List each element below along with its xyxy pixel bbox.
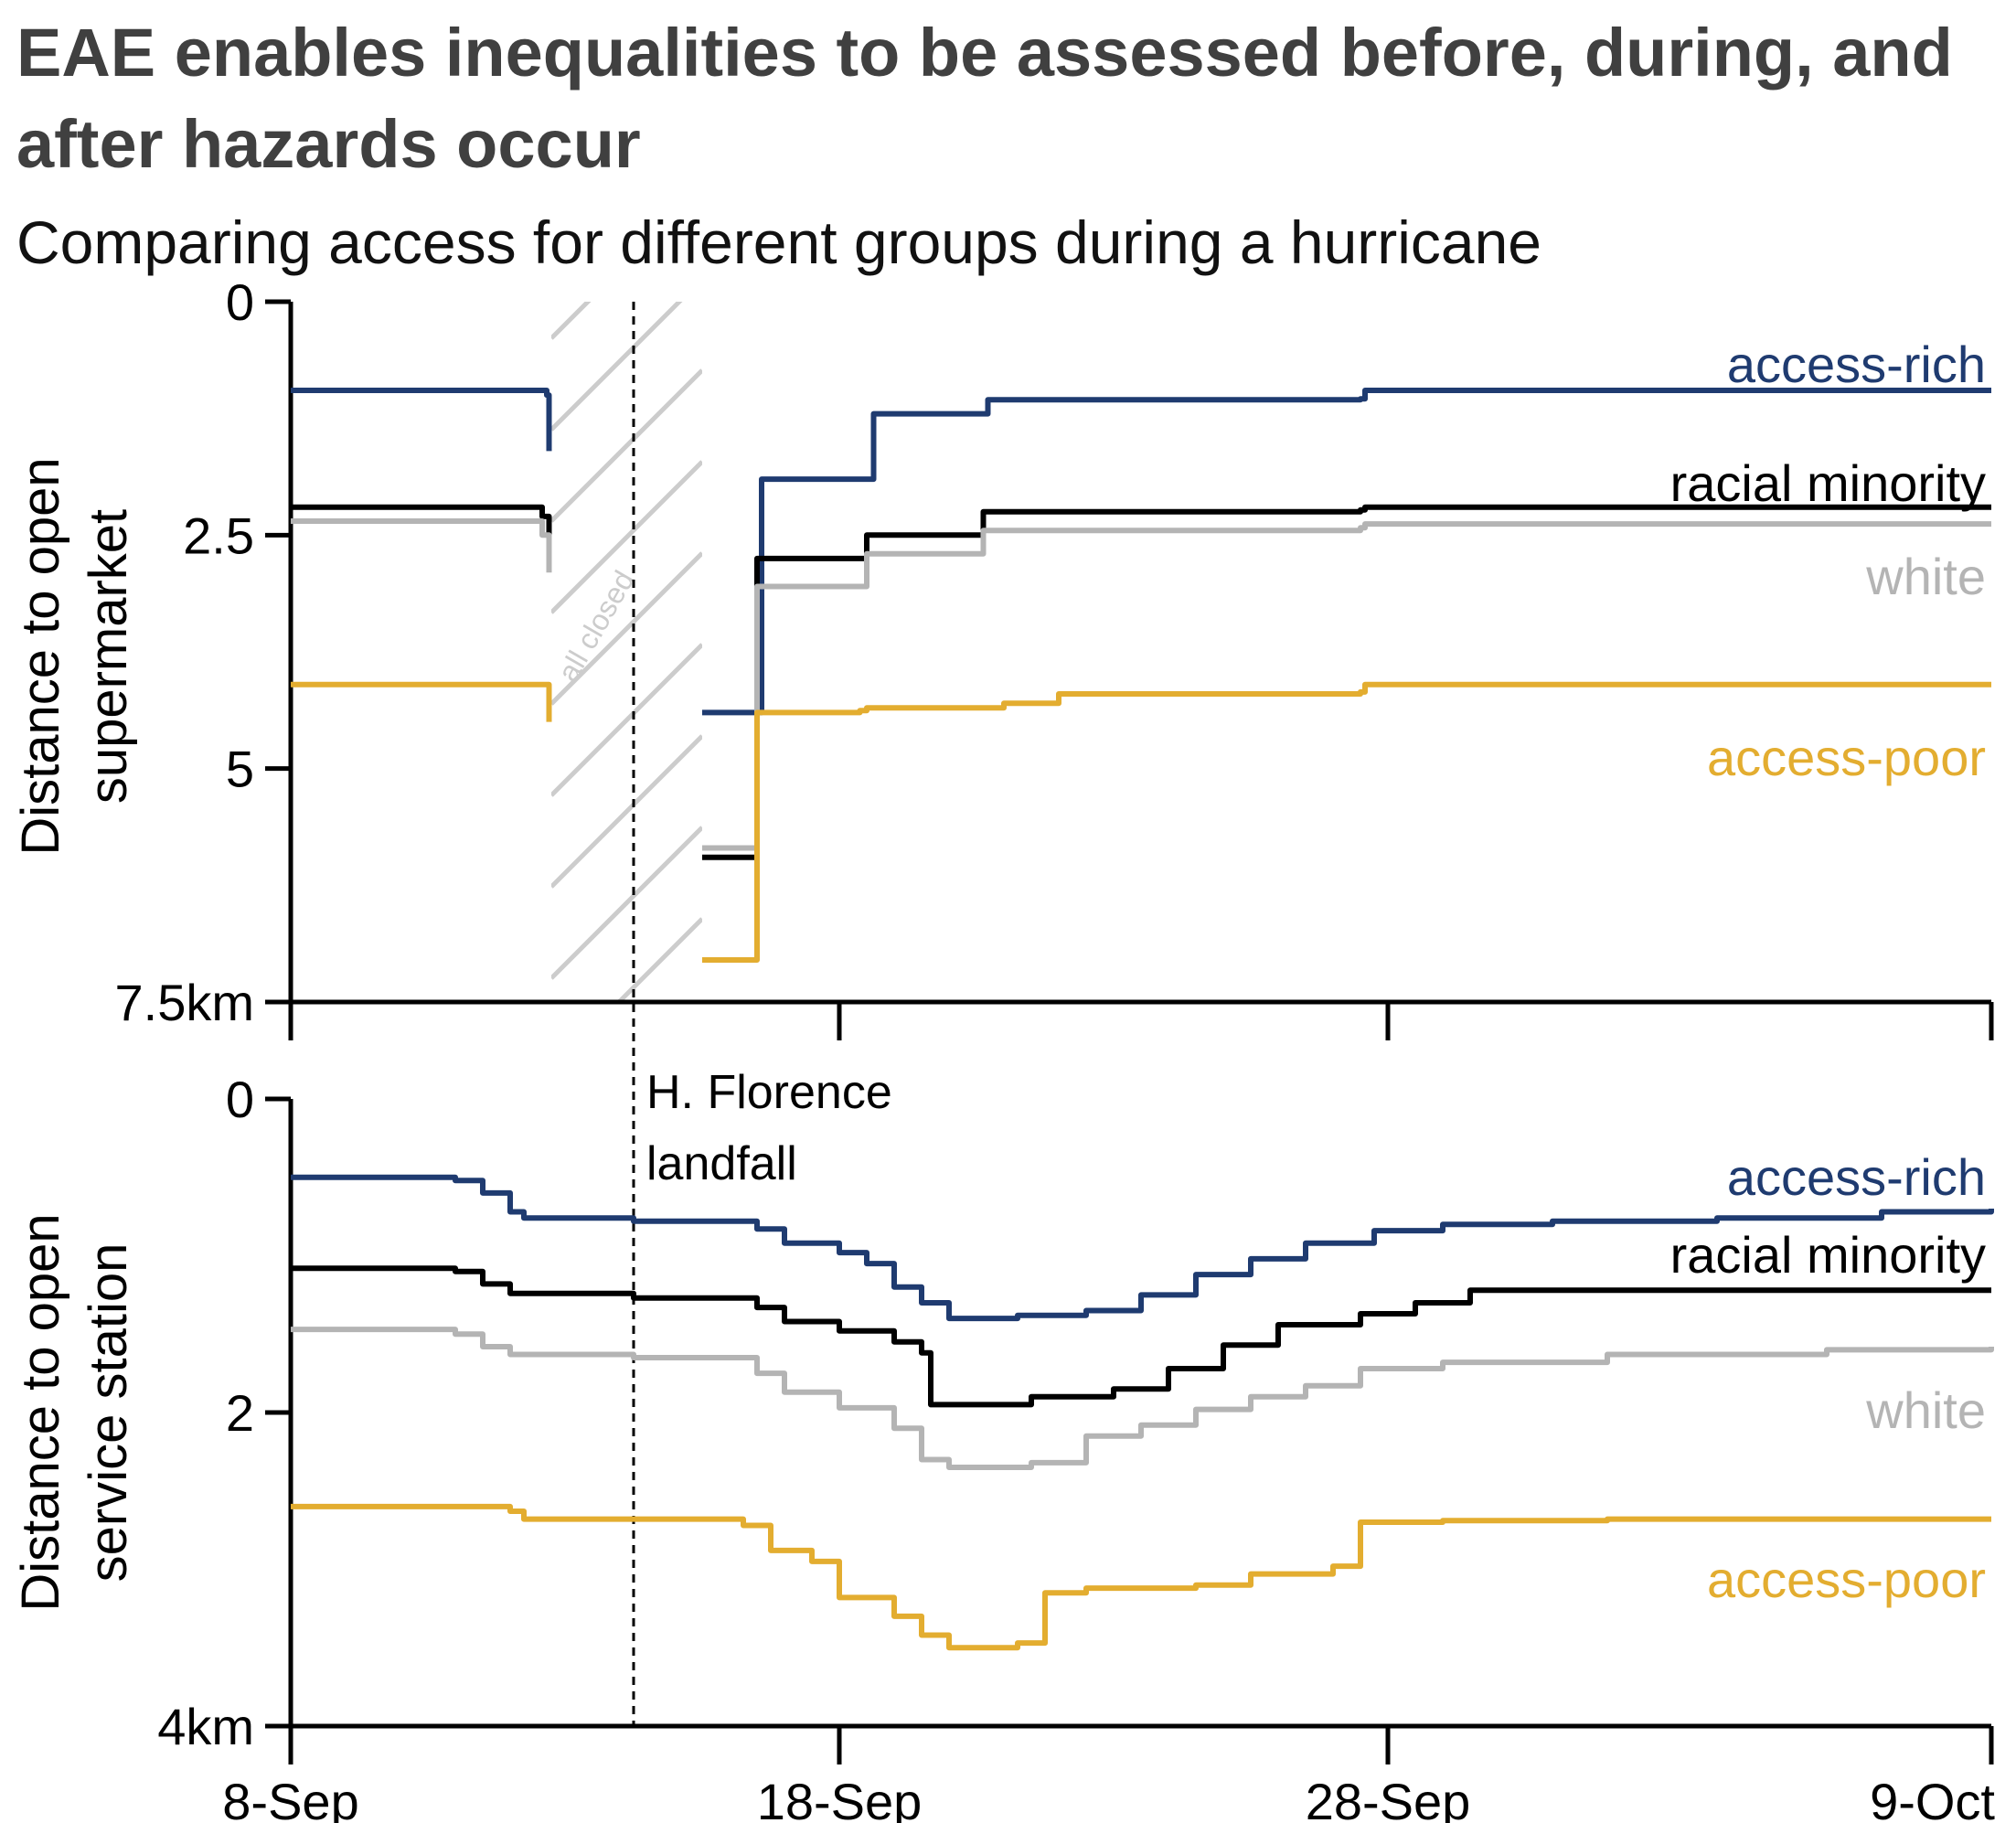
series-top <box>291 388 1991 963</box>
hatch-line-8 <box>615 917 702 1002</box>
hatch-line-6 <box>551 734 702 889</box>
x-tick-label-2: 28-Sep <box>1306 1773 1471 1823</box>
hatch-line-3 <box>551 460 702 614</box>
y-ticks-bottom: 0 2 4km <box>157 1071 291 1755</box>
x-tick-label-0: 8-Sep <box>222 1773 358 1823</box>
chart-title: EAE enables inequalities to be assessed … <box>16 15 1953 182</box>
y-tick-label-top-3: 7.5km <box>115 974 255 1031</box>
y-axis-label-top-line2: supermarket <box>79 509 138 804</box>
landfall-annotation-line1: H. Florence <box>646 1066 892 1119</box>
y-tick-label-top-2: 5 <box>226 741 254 798</box>
x-tick-label-1: 18-Sep <box>757 1773 923 1823</box>
series-line-top-access-poor-1 <box>702 681 1991 963</box>
y-axis-label-bottom-line2: service station <box>79 1243 138 1583</box>
series-line-bottom-access-poor-0 <box>291 1503 1991 1651</box>
hatch-line-0 <box>551 302 592 340</box>
series-line-bottom-white-0 <box>291 1327 1994 1470</box>
y-ticks-top: 0 2.5 5 7.5km <box>115 273 291 1031</box>
x-ticks-top <box>288 1002 1994 1040</box>
y-tick-label-bottom-1: 2 <box>226 1384 254 1442</box>
series-bottom <box>291 1174 1994 1651</box>
hatch-line-1 <box>551 302 683 432</box>
y-tick-label-top-1: 2.5 <box>183 506 254 564</box>
legend-label-access-poor-top: access-poor <box>1707 729 1986 786</box>
hatch-line-4 <box>551 551 702 706</box>
panel-supermarket: all closed 02.557.5km Distance to open s… <box>11 273 1994 1040</box>
y-axis-label-bottom-line1: Distance to open <box>11 1213 70 1611</box>
y-tick-label-bottom-2: 4km <box>157 1698 254 1755</box>
legend-label-white-top: white <box>1865 548 1986 605</box>
legend-label-racial-minority-bottom: racial minority <box>1670 1226 1986 1284</box>
y-axis-label-top-line1: Distance to open <box>11 457 70 855</box>
y-tick-label-bottom-0: 0 <box>226 1071 254 1128</box>
legend-label-racial-minority-top: racial minority <box>1670 454 1986 512</box>
hatch-line-7 <box>551 826 702 980</box>
series-line-top-access-rich-1 <box>702 388 1991 716</box>
series-line-top-white-0 <box>291 518 552 573</box>
series-line-top-access-rich-0 <box>291 388 552 452</box>
legend-label-access-rich-bottom: access-rich <box>1727 1148 1986 1206</box>
chart-subtitle: Comparing access for different groups du… <box>16 208 1542 276</box>
all-closed-hatch <box>551 302 702 1002</box>
legend-label-white-bottom: white <box>1865 1381 1986 1439</box>
hatch-line-5 <box>551 643 702 797</box>
series-line-top-access-poor-0 <box>291 681 552 722</box>
legend-label-access-rich-top: access-rich <box>1727 336 1986 393</box>
series-line-bottom-access-rich-0 <box>291 1174 1994 1322</box>
x-ticks-bottom: 8-Sep 18-Sep 28-Sep 9-Oct <box>222 1726 1995 1823</box>
series-line-bottom-racial-minority-0 <box>291 1265 1991 1408</box>
panel-service-station: H. Florence landfall 0 2 4km 8-Sep 18-Sep 28… <box>11 302 1995 1823</box>
series-line-top-racial-minority-0 <box>291 504 552 536</box>
landfall-annotation-line2: landfall <box>646 1137 797 1190</box>
x-tick-label-3: 9-Oct <box>1870 1773 1995 1823</box>
hatch-line-2 <box>551 368 702 523</box>
legend-label-access-poor-bottom: access-poor <box>1707 1551 1986 1608</box>
y-tick-label-top-0: 0 <box>226 273 254 331</box>
